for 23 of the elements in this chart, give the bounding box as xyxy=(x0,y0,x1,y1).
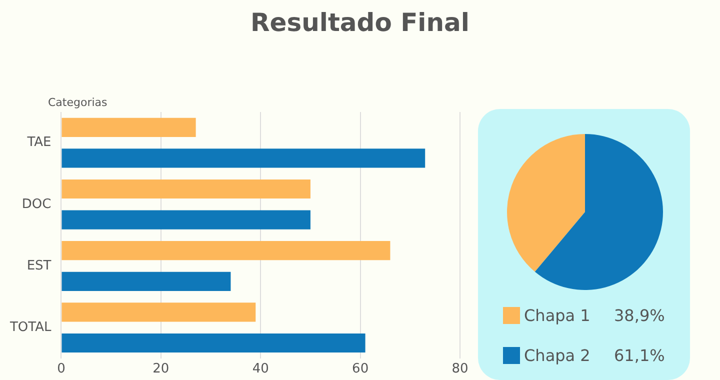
legend-label: Chapa 2 xyxy=(524,346,592,364)
bar xyxy=(62,241,390,260)
x-tick-label: 40 xyxy=(252,362,269,377)
legend-label: Chapa 1 xyxy=(524,306,592,324)
y-axis-title: Categorias xyxy=(48,96,108,109)
bar xyxy=(62,333,366,353)
chart-title: Resultado Final xyxy=(250,8,470,37)
y-tick-label: TOTAL xyxy=(8,320,52,335)
y-tick-label: TAE xyxy=(26,135,52,150)
y-tick-label: DOC xyxy=(22,196,52,212)
y-tick-label: EST xyxy=(26,258,52,274)
x-tick-label: 60 xyxy=(352,362,369,377)
bar xyxy=(62,302,256,322)
x-tick-label: 20 xyxy=(152,362,170,377)
x-tick-label: 0 xyxy=(57,362,66,377)
data-label: 61,1% xyxy=(614,346,665,364)
bar xyxy=(62,148,426,168)
bar xyxy=(62,272,231,291)
data-label: 38,9% xyxy=(614,306,665,324)
bar xyxy=(62,118,196,137)
bar xyxy=(62,210,310,230)
bar xyxy=(62,179,310,199)
x-tick-label: 80 xyxy=(452,362,468,377)
